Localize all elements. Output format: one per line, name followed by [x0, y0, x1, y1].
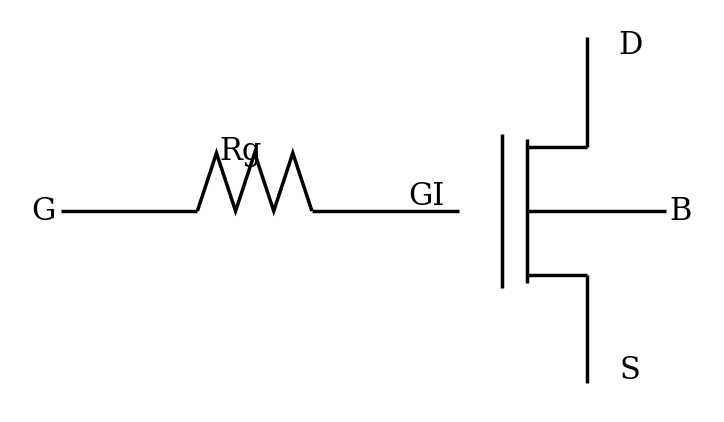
Text: B: B	[669, 195, 691, 227]
Text: Rg: Rg	[219, 135, 261, 167]
Text: S: S	[620, 355, 641, 386]
Text: G: G	[31, 195, 56, 227]
Text: D: D	[618, 30, 643, 61]
Text: GI: GI	[408, 181, 445, 212]
